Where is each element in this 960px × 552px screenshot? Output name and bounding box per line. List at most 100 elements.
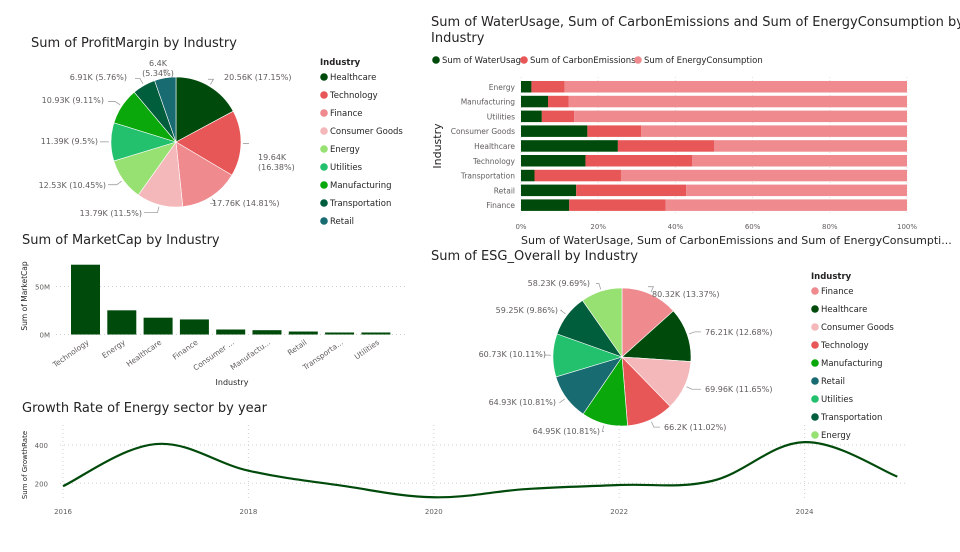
legend-item-energycons: Sum of EnergyConsumption (644, 56, 763, 66)
data-label: 6.91K (5.76%) (70, 73, 127, 82)
leader-line (558, 398, 565, 403)
x-tick-label: Healthcare (125, 338, 164, 369)
legend-item-energy: Energy (330, 145, 360, 155)
y-tick-label: Manufacturing (461, 98, 516, 107)
bar (361, 332, 391, 335)
x-tick-label: 40% (668, 223, 684, 231)
bar-segment-carbon (531, 81, 565, 93)
bar-segment-water (521, 81, 532, 93)
x-tick-label: 2022 (610, 508, 628, 516)
x-tick-label: Energy (100, 337, 127, 360)
esg-chart-title: Sum of ESG_Overall by Industry (431, 249, 639, 264)
data-label: 69.96K (11.65%) (705, 385, 772, 394)
leader-line (208, 78, 215, 85)
leader-line (686, 386, 701, 390)
leader-line (648, 286, 655, 293)
leader-line (135, 78, 144, 84)
bar-segment-energycons (574, 110, 907, 123)
legend-marker (811, 323, 819, 331)
x-tick-label: Finance (171, 338, 200, 362)
legend-marker (811, 413, 819, 421)
growth-line-chart: 200 400 2016 2018 2020 2022 2024 Sum of GrowthR… (21, 425, 905, 516)
bar-segment-water (521, 95, 549, 108)
x-tick-label: Utilities (353, 338, 381, 362)
bar-segment-water (521, 169, 535, 182)
stacked-bar-chart: Sum of WaterUsage Sum of CarbonEmissions S… (431, 56, 952, 247)
profit-legend: Industry Healthcare Technology Finance Consu… (320, 58, 403, 227)
x-tick-label: Retail (286, 338, 309, 358)
bar (143, 317, 173, 335)
legend-item-utilities: Utilities (330, 163, 363, 173)
legend-marker (320, 181, 328, 189)
x-tick-label: Technology (50, 337, 91, 369)
x-tick-label: Manufactu... (229, 338, 272, 372)
legend-marker (811, 287, 819, 295)
bar (216, 329, 246, 335)
y-tick-label: Healthcare (474, 142, 515, 151)
data-label: 59.25K (9.86%) (496, 306, 558, 315)
legend-item-transportation: Transportation (820, 413, 882, 423)
data-label: 17.76K (14.81%) (212, 199, 279, 208)
x-axis-title: Industry (216, 378, 249, 387)
legend-item-manufacturing: Manufacturing (330, 181, 392, 191)
x-tick-label: 2016 (54, 508, 72, 516)
bar-segment-energycons (620, 169, 907, 182)
legend-marker (520, 56, 528, 64)
legend-item-finance: Finance (330, 109, 363, 119)
data-label: 58.23K (9.69%) (528, 279, 590, 288)
bar (288, 331, 318, 335)
x-tick-label: 2024 (796, 508, 814, 516)
data-label: 64.95K (10.81%) (533, 427, 600, 436)
data-label: (16.38%) (258, 163, 295, 172)
bar-segment-energycons (564, 81, 907, 93)
bar-segment-carbon (585, 155, 692, 167)
x-tick-label: 100% (897, 223, 917, 231)
data-label: 11.39K (9.5%) (41, 137, 98, 146)
legend-marker (811, 305, 819, 313)
y-tick-label: 400 (35, 442, 48, 450)
bar-segment-energycons (641, 125, 907, 137)
bar-segment-water (521, 199, 570, 211)
bar-segment-carbon (587, 125, 642, 137)
bar (179, 319, 209, 335)
stacked-chart-title-line1: Sum of WaterUsage, Sum of CarbonEmission… (431, 15, 960, 30)
x-tick-label: 0% (515, 223, 526, 231)
bar-segment-carbon (576, 184, 687, 197)
y-tick-label: Utilities (487, 112, 515, 121)
y-tick-label: 0M (40, 332, 51, 340)
pie-slice-finance (621, 287, 674, 358)
legend-item-retail: Retail (821, 377, 845, 387)
pie-slice-energy (582, 287, 623, 358)
legend-item-healthcare: Healthcare (330, 73, 376, 83)
bar (71, 264, 100, 335)
leader-line (596, 283, 602, 290)
legend-marker (811, 377, 819, 385)
leader-line (108, 101, 121, 106)
esg-legend: Industry Finance Healthcare Consumer Goods T… (811, 272, 894, 441)
bar-segment-energycons (686, 184, 907, 197)
leader-line (601, 425, 605, 432)
data-label: 60.73K (10.11%) (479, 350, 546, 359)
legend-item-manufacturing: Manufacturing (821, 359, 883, 369)
leader-line (108, 180, 122, 186)
profit-pie: 20.56K (17.15%) 19.64K(16.38%) 17.76K (14.… (39, 59, 295, 218)
data-label: 6.4K (149, 59, 168, 68)
legend-item-consumer-goods: Consumer Goods (821, 323, 894, 333)
y-tick-label: Technology (472, 157, 516, 166)
data-label: 13.79K (11.5%) (80, 209, 142, 218)
marketcap-chart-title: Sum of MarketCap by Industry (22, 233, 220, 248)
bar-segment-water (521, 184, 577, 197)
y-tick-label: Finance (486, 201, 515, 210)
y-tick-label: Transportation (460, 172, 515, 181)
bar-segment-energycons (568, 95, 907, 108)
bar-segment-carbon (541, 110, 575, 123)
bar-segment-carbon (569, 199, 666, 211)
x-tick-label: 2018 (239, 508, 257, 516)
bar-segment-energycons (691, 155, 907, 167)
legend-marker (320, 127, 328, 135)
data-label: 12.53K (10.45%) (39, 181, 106, 190)
bar-segment-carbon (617, 140, 714, 152)
legend-item-carbon: Sum of CarbonEmissions (530, 56, 636, 66)
